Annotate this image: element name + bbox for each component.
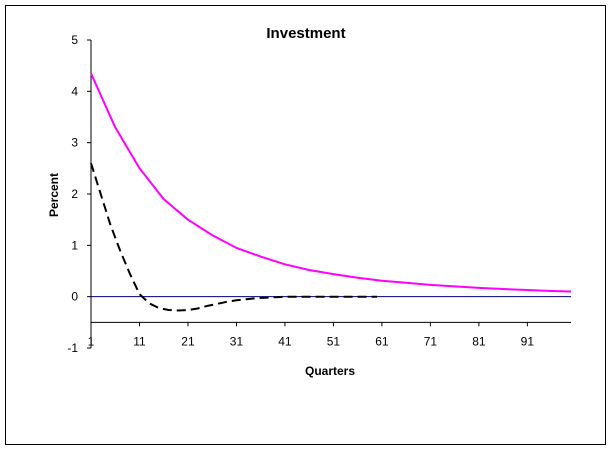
x-tick-label: 61 [375, 334, 389, 348]
x-tick-label: 21 [181, 334, 195, 348]
y-tick-label: 1 [71, 238, 78, 252]
x-tick-label: 11 [133, 334, 146, 348]
y-tick-label: 3 [71, 136, 78, 150]
y-tick-label: 5 [71, 33, 78, 47]
y-axis-label: Percent [47, 173, 61, 217]
x-tick-label: 51 [327, 334, 341, 348]
y-tick-label: 0 [71, 290, 78, 304]
x-tick-label: 81 [472, 334, 486, 348]
x-tick-label: 31 [230, 334, 244, 348]
x-tick-label: 91 [521, 334, 535, 348]
y-tick-label: -1 [67, 341, 78, 355]
y-tick-label: 2 [71, 187, 78, 201]
x-tick-label: 1 [88, 334, 95, 348]
series-lines [90, 72, 572, 312]
x-tick-label: 71 [424, 334, 438, 348]
chart-title: Investment [266, 25, 345, 42]
x-axis-label: Quarters [305, 364, 355, 378]
chart-frame [5, 5, 606, 445]
x-tick-label: 41 [278, 334, 292, 348]
series-line-2 [90, 162, 378, 312]
series-line-1 [90, 72, 572, 293]
y-tick-label: 4 [71, 84, 78, 98]
